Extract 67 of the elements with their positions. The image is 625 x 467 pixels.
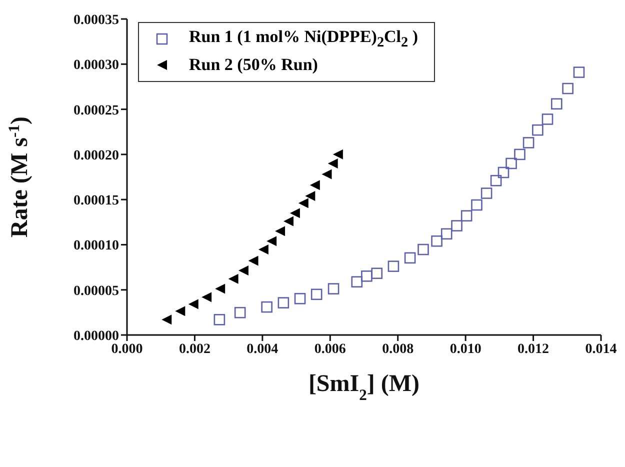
- y-tick-label: 0.00005: [74, 284, 119, 299]
- point: [471, 199, 482, 211]
- point: [305, 190, 316, 201]
- point: [214, 314, 226, 326]
- point: [514, 148, 526, 160]
- point: [202, 292, 212, 302]
- point: [542, 114, 554, 125]
- legend-label: Run 1 (1 mol% Ni(DPPE)$_{2}$Cl$_{2}$ ): [189, 26, 418, 52]
- point: [460, 210, 472, 222]
- point: [562, 82, 574, 94]
- point: [310, 288, 322, 300]
- point: [215, 284, 226, 294]
- x-tick-label: 0.004: [246, 342, 278, 357]
- point: [351, 276, 363, 288]
- point: [234, 306, 246, 318]
- y-tick-label: 0.00000: [74, 328, 119, 344]
- point: [361, 270, 372, 282]
- point: [404, 252, 416, 264]
- point: [175, 306, 186, 316]
- point: [284, 216, 294, 226]
- point: [310, 180, 320, 190]
- point: [440, 228, 452, 240]
- point: [498, 166, 510, 178]
- point: [298, 198, 308, 208]
- point: [371, 268, 383, 279]
- y-tick-label: 0.00030: [74, 58, 119, 74]
- y-tick-label: 0.00035: [74, 12, 119, 28]
- point: [228, 274, 238, 284]
- y-tick-label: 0.00025: [74, 103, 119, 118]
- point: [275, 226, 286, 236]
- y-tick-label: 0.00020: [74, 148, 119, 164]
- point: [550, 98, 562, 110]
- point: [490, 174, 502, 186]
- x-tick-label: 0.006: [314, 342, 346, 357]
- point: [322, 169, 332, 180]
- point: [238, 266, 248, 276]
- point: [388, 260, 400, 272]
- y-tick-label: 0.00010: [74, 238, 119, 254]
- point: [290, 208, 300, 218]
- point: [431, 235, 442, 247]
- x-tick-label: 0.012: [518, 342, 550, 357]
- point: [266, 236, 277, 246]
- point: [332, 149, 343, 160]
- x-tick-label: 0.014: [585, 342, 617, 357]
- x-tick-label: 0.000: [111, 342, 143, 357]
- point: [451, 220, 462, 232]
- point: [188, 299, 198, 310]
- point: [278, 297, 290, 308]
- x-tick-label: 0.002: [178, 342, 210, 357]
- point: [522, 137, 534, 148]
- point: [261, 301, 272, 313]
- legend-label: Run 2 (50% Run): [189, 55, 318, 75]
- point: [258, 244, 268, 254]
- x-axis-title: [SmI$_{2}$] (M): [308, 371, 420, 404]
- point: [418, 244, 429, 256]
- point: [573, 66, 585, 78]
- point: [248, 256, 258, 266]
- point: [480, 188, 492, 199]
- point: [532, 124, 544, 136]
- point: [328, 283, 340, 294]
- y-tick-label: 0.00015: [74, 194, 119, 209]
- x-tick-label: 0.010: [450, 342, 482, 357]
- point: [162, 314, 172, 325]
- x-tick-label: 0.008: [382, 342, 414, 357]
- point: [506, 158, 517, 170]
- point: [328, 158, 338, 168]
- point: [294, 292, 306, 304]
